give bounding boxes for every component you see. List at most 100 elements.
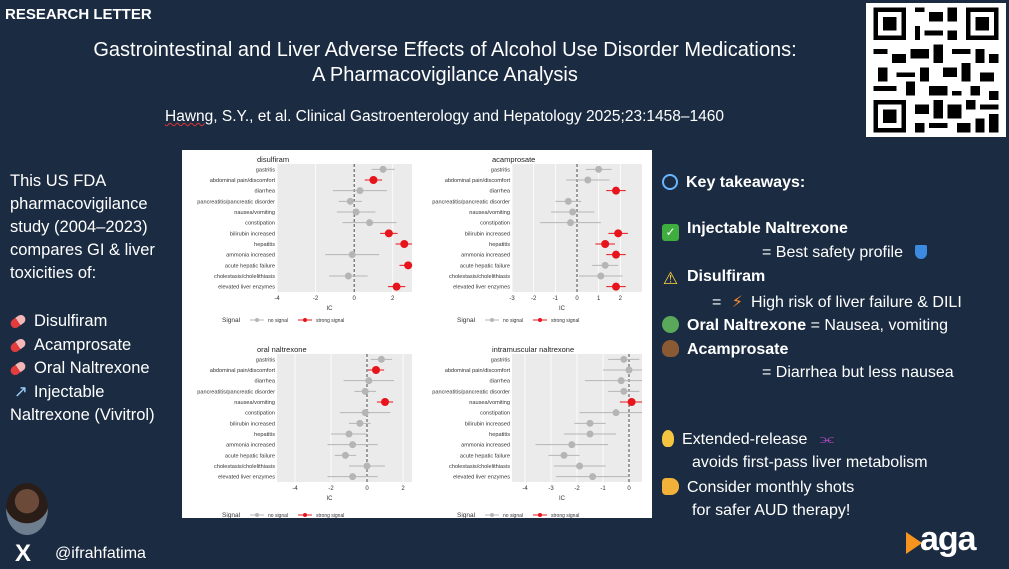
monthly-line1: Consider monthly shots — [687, 479, 855, 496]
category-label: pancreatitis/pancreatic disorder — [432, 199, 510, 205]
legend-swatch-strong — [303, 318, 307, 322]
data-point — [365, 377, 373, 385]
legend-swatch-strong — [303, 513, 307, 517]
panel-title: intramuscular naltrexone — [492, 345, 574, 354]
disulfiram-name: Disulfiram — [687, 268, 766, 285]
shield-icon — [915, 245, 928, 259]
category-label: ammonia increased — [226, 443, 275, 449]
x-logo-icon[interactable]: X — [15, 540, 32, 567]
citation: Hawng, S.Y., et al. Clinical Gastroenter… — [165, 108, 724, 126]
monthly-row: Consider monthly shots — [662, 478, 854, 497]
lightbulb-icon — [662, 430, 674, 447]
data-point — [586, 430, 594, 438]
page-title: Gastrointestinal and Liver Adverse Effec… — [0, 38, 890, 88]
data-point — [361, 387, 369, 395]
magnifier-icon — [662, 174, 678, 190]
category-label: ammonia increased — [461, 253, 510, 259]
nauseated-face-icon — [662, 316, 679, 333]
data-point — [384, 229, 393, 238]
legend-title: Signal — [457, 317, 476, 324]
acamprosate-desc: = Diarrhea but less nausea — [762, 364, 954, 381]
chart-panel-1: acamprosate -3 -2 -1 0 1 2 IC gastritis abdominal… — [432, 155, 642, 324]
data-point — [595, 165, 603, 173]
category-label: nausea/vomiting — [469, 400, 510, 406]
article-type-label: RESEARCH LETTER — [5, 6, 152, 23]
citation-rest: , S.Y., et al. Clinical Gastroenterology… — [213, 108, 724, 125]
data-point — [404, 261, 413, 270]
data-point — [346, 197, 354, 205]
legend-swatch-strong — [538, 513, 542, 517]
title-line-1: Gastrointestinal and Liver Adverse Effec… — [93, 39, 797, 61]
category-label: cholestasis/cholelithiasis — [214, 464, 275, 470]
extended-release-row: Extended-release ⫘ — [662, 430, 834, 449]
legend-swatch-no — [255, 318, 259, 322]
list-item: ↗ Injectable Naltrexone (Vivitrol) — [10, 381, 185, 428]
tick-label: -3 — [548, 486, 554, 492]
summary-text: This US FDA pharmacovigilance study (200… — [10, 172, 155, 282]
chart-panel-2: oral naltrexone -4 -2 0 2 IC gastritis abdomina… — [197, 345, 412, 518]
category-label: gastritis — [491, 357, 510, 363]
category-label: bilirubin increased — [465, 421, 510, 427]
data-point — [614, 229, 623, 238]
category-label: nausea/vomiting — [234, 400, 275, 406]
category-label: hepatitis — [489, 432, 510, 438]
qr-code[interactable] — [866, 3, 1006, 137]
category-label: elevated liver enzymes — [453, 475, 510, 481]
tick-label: -1 — [553, 296, 559, 302]
syringe-icon: ↗ — [14, 382, 28, 401]
legend-label: no signal — [503, 513, 523, 518]
legend-swatch-no — [490, 318, 494, 322]
category-label: acute hepatic failure — [460, 263, 510, 269]
panel-title: acamprosate — [492, 155, 535, 164]
pill-icon — [8, 360, 28, 377]
data-point — [349, 441, 357, 449]
plot-area — [277, 164, 412, 292]
data-point — [379, 165, 387, 173]
category-label: hepatitis — [254, 432, 275, 438]
tick-label: 0 — [365, 486, 369, 492]
category-label: acute hepatic failure — [225, 453, 275, 459]
data-point — [366, 219, 374, 227]
category-label: hepatitis — [489, 242, 510, 248]
category-label: constipation — [245, 221, 275, 227]
tick-label: -4 — [522, 486, 528, 492]
forest-plot-figure: disulfiram -4 -2 0 2 IC gastritis abdominal pai… — [182, 150, 652, 518]
tick-label: -1 — [600, 486, 606, 492]
data-point — [352, 208, 360, 216]
pill-icon — [8, 313, 28, 330]
legend-label: strong signal — [551, 318, 579, 324]
extended-release-line1: Extended-release — [682, 431, 808, 448]
drug-name: Injectable Naltrexone (Vivitrol) — [10, 382, 155, 425]
legend-label: strong signal — [551, 513, 579, 518]
data-point — [356, 419, 364, 427]
x-axis-label: IC — [559, 496, 566, 502]
category-label: elevated liver enzymes — [453, 285, 510, 291]
pill-icon — [8, 336, 28, 354]
category-label: constipation — [480, 221, 510, 227]
social-handle[interactable]: @ifrahfatima — [55, 545, 146, 562]
category-label: acute hepatic failure — [460, 453, 510, 459]
x-axis-label: IC — [327, 496, 334, 502]
data-point — [348, 251, 356, 259]
category-label: bilirubin increased — [230, 231, 275, 237]
chart-panel-0: disulfiram -4 -2 0 2 IC gastritis abdominal pai… — [197, 155, 413, 324]
drug-name: Oral Naltrexone — [34, 359, 150, 377]
tick-label: 2 — [391, 296, 395, 302]
list-item: Acamprosate — [8, 334, 185, 358]
legend-title: Signal — [222, 512, 241, 518]
tick-label: -2 — [328, 486, 334, 492]
category-label: pancreatitis/pancreatic disorder — [432, 389, 510, 395]
tick-label: 0 — [352, 296, 356, 302]
legend-swatch-no — [490, 513, 494, 517]
data-point — [620, 387, 628, 395]
study-summary: This US FDA pharmacovigilance study (200… — [10, 170, 180, 285]
category-label: cholestasis/cholelithiasis — [449, 464, 510, 470]
data-point — [569, 208, 577, 216]
data-point — [567, 219, 574, 227]
category-label: cholestasis/cholelithiasis — [449, 274, 510, 280]
pointing-hand-icon — [662, 478, 679, 495]
data-point — [612, 282, 620, 291]
acamprosate-name: Acamprosate — [687, 341, 789, 358]
category-label: constipation — [245, 411, 275, 417]
tick-label: -4 — [292, 486, 298, 492]
